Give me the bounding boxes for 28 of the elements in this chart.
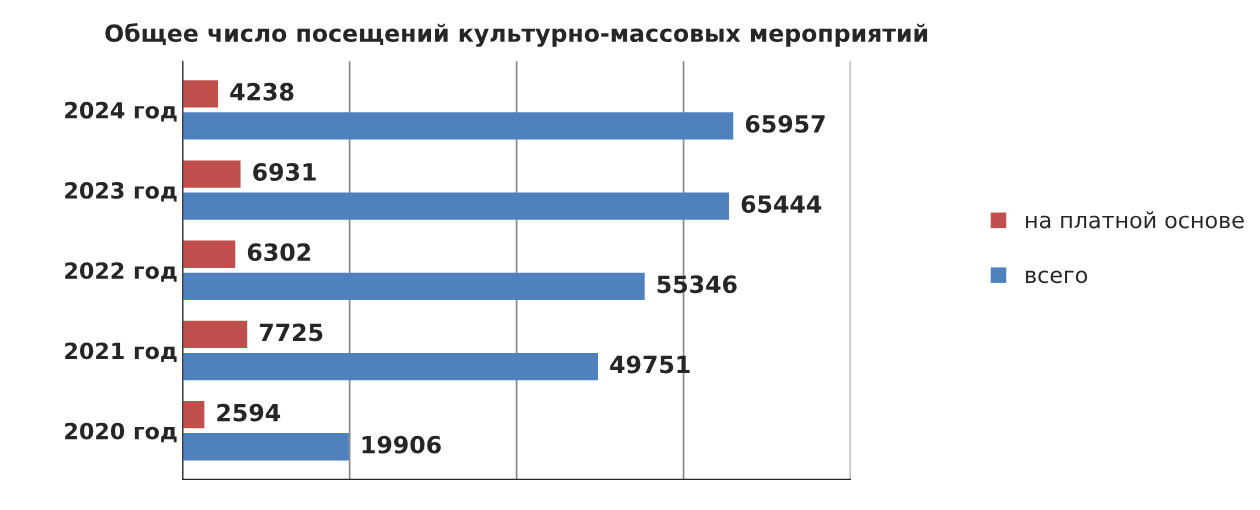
legend-label: всего bbox=[1026, 270, 1088, 284]
bar bbox=[182, 433, 349, 461]
legend-label: на платной основе bbox=[1026, 211, 1244, 229]
bar bbox=[182, 240, 236, 268]
data-label: 6302 bbox=[247, 243, 311, 262]
bar bbox=[182, 192, 729, 220]
bar bbox=[182, 320, 248, 349]
y-tick-label: 2024 год bbox=[65, 101, 177, 122]
data-label: 49751 bbox=[610, 355, 690, 374]
data-label: 65957 bbox=[745, 114, 825, 133]
data-label: 4238 bbox=[230, 82, 294, 101]
data-label: 19906 bbox=[362, 435, 441, 454]
data-label: 7725 bbox=[259, 323, 323, 342]
y-tick-label: 2021 год bbox=[65, 342, 177, 363]
bar bbox=[182, 80, 219, 108]
y-tick-label: 2020 год bbox=[65, 422, 177, 443]
data-label: 65444 bbox=[741, 195, 822, 213]
bar bbox=[182, 112, 734, 140]
data-label: 2594 bbox=[217, 403, 281, 422]
bar bbox=[182, 352, 598, 381]
bar bbox=[182, 401, 205, 429]
data-label: 6931 bbox=[253, 163, 316, 181]
bar bbox=[182, 272, 645, 300]
y-tick-label: 2023 год bbox=[65, 182, 177, 202]
y-tick-label: 2022 год bbox=[65, 262, 177, 282]
data-label: 55346 bbox=[657, 275, 737, 294]
chart-title: Общее число посещений культурно-массовых мероприятий bbox=[105, 23, 928, 47]
bar bbox=[182, 160, 241, 188]
